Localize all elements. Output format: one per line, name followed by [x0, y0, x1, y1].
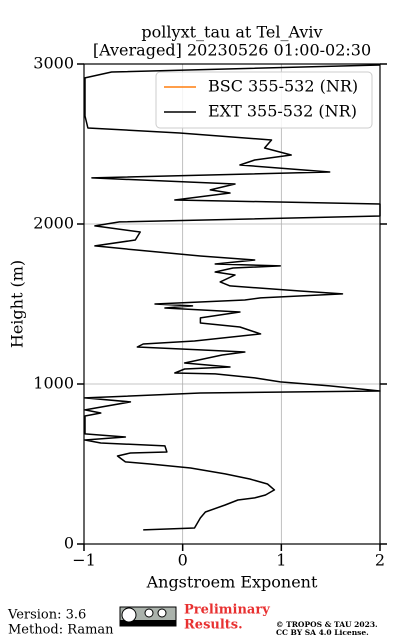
chart-title: pollyxt_tau at Tel_Aviv — [141, 23, 322, 42]
chart-subtitle: [Averaged] 20230526 01:00-02:30 — [93, 41, 371, 60]
y-axis-label: Height (m) — [8, 260, 27, 348]
license: © TROPOS & TAU 2023. — [276, 620, 378, 629]
version: Version: 3.6 — [7, 608, 86, 623]
legend-box — [155, 71, 373, 129]
y-tick-label: 2000 — [33, 214, 74, 233]
legend-label: BSC 355-532 (NR) — [208, 77, 358, 96]
preliminary-notice: Preliminary — [184, 603, 270, 618]
license: CC BY SA 4.0 License. — [276, 628, 369, 637]
cc-logo — [119, 606, 177, 627]
x-tick-label: 1 — [276, 551, 286, 570]
plot-frame — [83, 63, 381, 545]
x-tick-label: 0 — [178, 551, 188, 570]
method: Method: Raman — [8, 623, 114, 638]
profile-line — [84, 64, 381, 531]
y-tick-label: 3000 — [33, 54, 74, 73]
x-tick-label: 2 — [375, 551, 385, 570]
legend-label: EXT 355-532 (NR) — [208, 102, 357, 121]
legend: BSC 355-532 (NR) EXT 355-532 (NR) — [155, 71, 373, 129]
x-tick-label: −1 — [72, 551, 96, 570]
y-tick-label: 1000 — [33, 374, 74, 393]
x-axis-label: Angstroem Exponent — [146, 573, 318, 592]
preliminary-notice: Results. — [184, 618, 243, 633]
y-tick-label: 0 — [64, 534, 74, 553]
